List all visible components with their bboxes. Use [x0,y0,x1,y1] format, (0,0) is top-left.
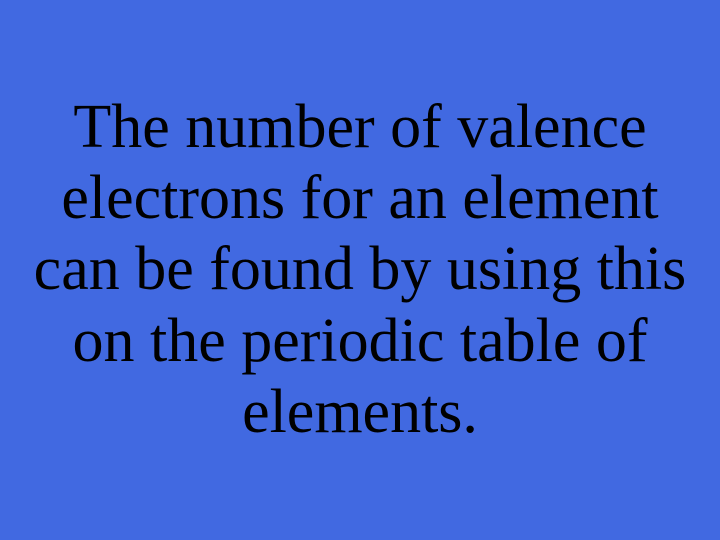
slide-body-text: The number of valence electrons for an e… [0,92,720,448]
